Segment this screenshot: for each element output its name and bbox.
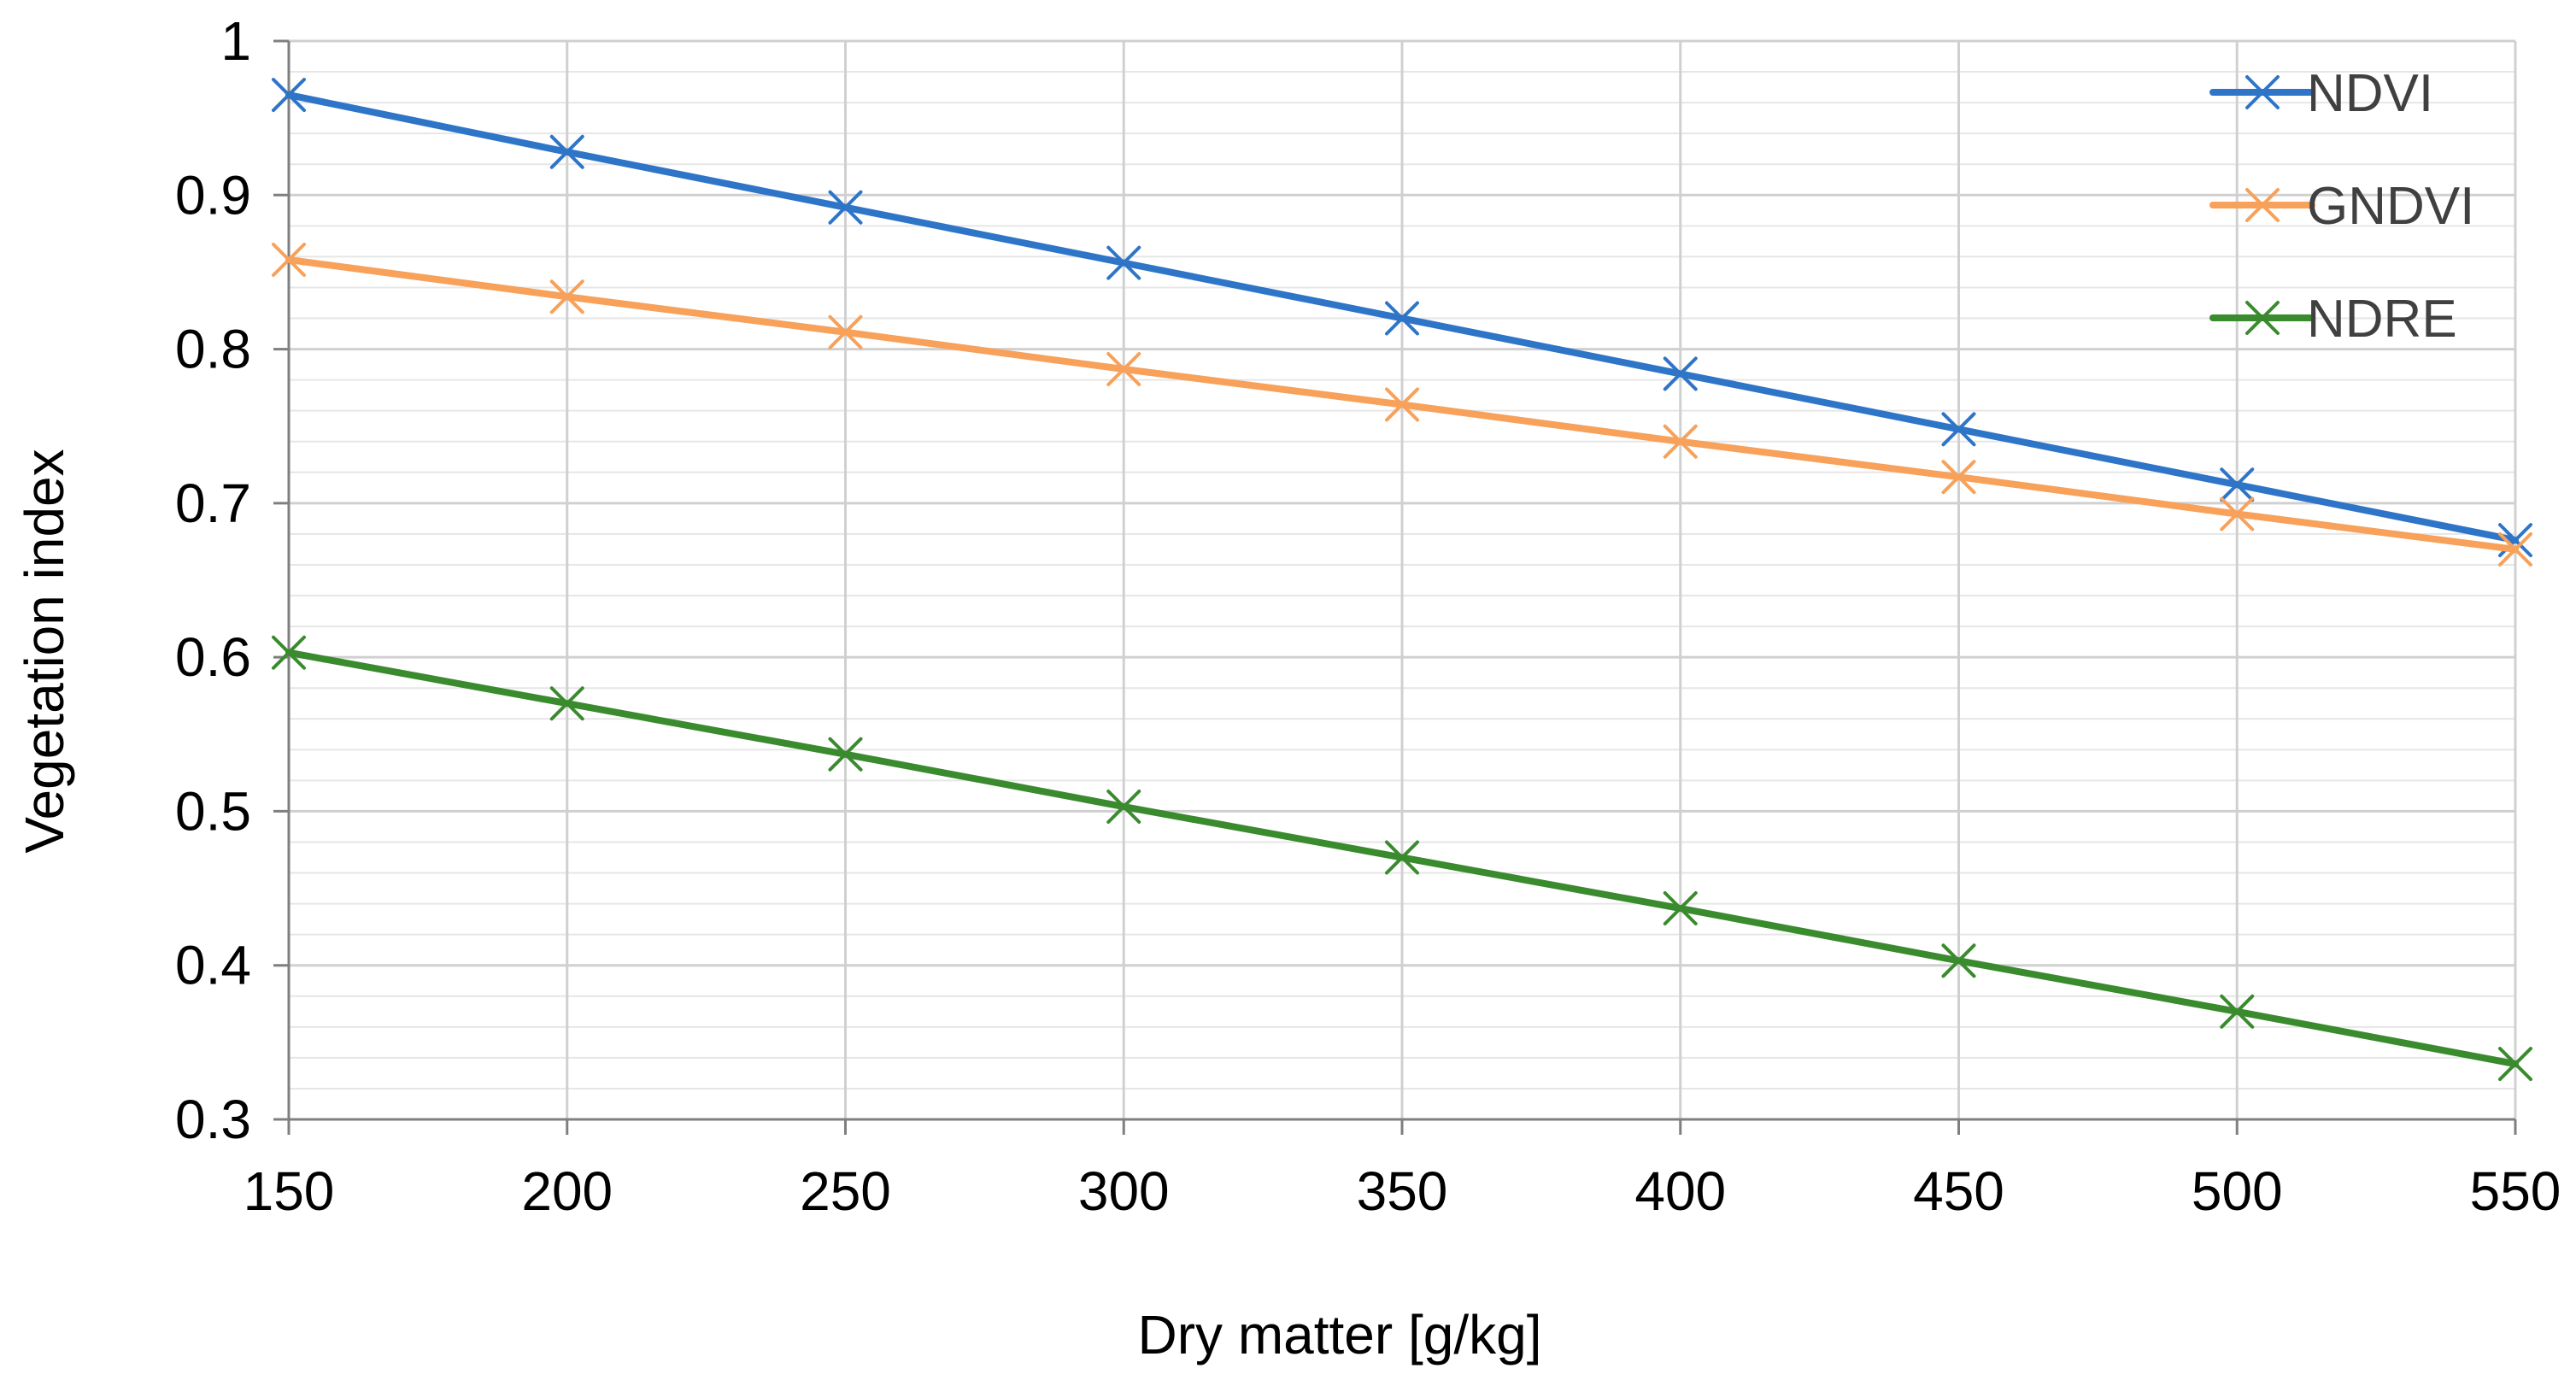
y-tick-label: 0.3 xyxy=(175,1089,251,1150)
data-point-ndre xyxy=(828,737,863,772)
series-ndre xyxy=(272,635,2532,1082)
legend-item-ndre: NDRE xyxy=(2209,290,2457,349)
data-point-gndvi xyxy=(2220,496,2255,531)
data-point-ndvi xyxy=(549,134,584,169)
y-tick-label: 0.7 xyxy=(175,473,251,534)
data-point-ndvi xyxy=(2220,467,2255,502)
axes xyxy=(273,39,2517,1135)
data-point-ndre xyxy=(549,686,584,721)
data-point-ndre xyxy=(1106,790,1141,825)
series-gndvi xyxy=(272,243,2532,567)
data-point-gndvi xyxy=(272,243,306,278)
x-axis-title: Dry matter [g/kg] xyxy=(1138,1304,1542,1365)
legend-label-ndvi: NDVI xyxy=(2307,64,2433,123)
x-tick-label: 150 xyxy=(244,1160,335,1222)
legend-marker-ndvi xyxy=(2245,75,2280,109)
y-tick-label: 1 xyxy=(220,10,251,72)
y-axis-title: Vegetation index xyxy=(14,449,75,853)
x-tick-label: 550 xyxy=(2470,1160,2561,1222)
data-point-ndvi xyxy=(828,190,863,225)
y-tick-label: 0.5 xyxy=(175,780,251,842)
data-point-gndvi xyxy=(1941,460,1976,495)
x-tick-label: 250 xyxy=(800,1160,891,1222)
legend-marker-gndvi xyxy=(2245,188,2280,222)
data-point-ndvi xyxy=(1941,412,1976,447)
data-point-gndvi xyxy=(1385,387,1419,422)
data-point-ndre xyxy=(1385,840,1419,875)
x-tick-label: 300 xyxy=(1078,1160,1170,1222)
legend-label-gndvi: GNDVI xyxy=(2307,177,2474,236)
data-point-ndvi xyxy=(1663,356,1698,391)
data-point-gndvi xyxy=(2498,531,2532,567)
series-lines xyxy=(272,78,2532,1082)
y-tick-label: 0.9 xyxy=(175,164,251,226)
data-point-ndre xyxy=(272,635,306,670)
legend: NDVI GNDVI NDRE xyxy=(2209,64,2474,349)
data-point-ndre xyxy=(2220,994,2255,1029)
x-tick-label: 200 xyxy=(521,1160,613,1222)
data-point-ndvi xyxy=(1106,245,1141,280)
x-tick-label: 500 xyxy=(2192,1160,2283,1222)
legend-item-gndvi: GNDVI xyxy=(2209,177,2474,236)
data-point-ndvi xyxy=(1385,301,1419,336)
y-tick-label: 0.4 xyxy=(175,935,251,996)
data-point-ndvi xyxy=(272,78,306,113)
legend-label-ndre: NDRE xyxy=(2307,290,2457,349)
legend-item-ndvi: NDVI xyxy=(2209,64,2433,123)
x-tick-label: 400 xyxy=(1634,1160,1726,1222)
data-point-gndvi xyxy=(1106,352,1141,387)
data-point-gndvi xyxy=(549,279,584,314)
series-ndvi xyxy=(272,78,2532,558)
y-tick-label: 0.8 xyxy=(175,319,251,380)
data-point-ndre xyxy=(1663,891,1698,926)
data-point-ndre xyxy=(2498,1047,2532,1082)
y-tick-label: 0.6 xyxy=(175,626,251,688)
data-point-ndre xyxy=(1941,943,1976,978)
grid xyxy=(287,39,2517,1121)
x-tick-label: 350 xyxy=(1357,1160,1448,1222)
data-point-gndvi xyxy=(1663,424,1698,459)
legend-marker-ndre xyxy=(2245,301,2280,335)
x-tick-label: 450 xyxy=(1913,1160,2004,1222)
data-point-gndvi xyxy=(828,314,863,349)
x-tick-labels: 150 200 250 300 350 400 450 500 550 xyxy=(244,1160,2561,1222)
y-tick-labels: 0.3 0.4 0.5 0.6 0.7 0.8 0.9 1 xyxy=(175,10,251,1150)
